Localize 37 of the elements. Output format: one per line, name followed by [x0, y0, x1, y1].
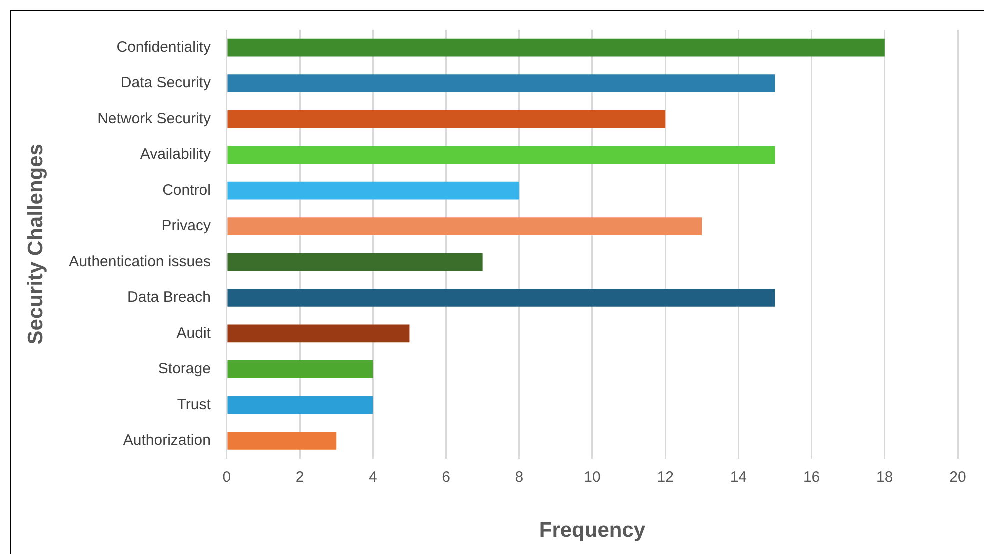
x-tick-label: 16 — [803, 468, 820, 486]
bar — [228, 253, 483, 272]
bar — [228, 110, 666, 128]
bar — [228, 182, 520, 200]
x-tick-label: 0 — [222, 468, 232, 486]
y-tick-label: Confidentiality — [116, 39, 212, 56]
bar — [228, 289, 776, 307]
y-axis-title: Security Challenges — [24, 144, 48, 345]
x-tick-label: 14 — [730, 468, 748, 486]
y-tick-label: Availability — [140, 146, 212, 164]
y-tick-label: Storage — [158, 360, 211, 378]
bar — [228, 74, 776, 93]
bar — [228, 396, 374, 414]
x-tick-label: 2 — [296, 468, 304, 486]
y-tick-label: Privacy — [162, 218, 212, 235]
bar — [228, 218, 702, 236]
y-tick-label: Network Security — [98, 110, 212, 128]
x-axis-title: Frequency — [539, 519, 646, 542]
y-tick-label: Authorization — [123, 432, 211, 450]
bar — [228, 146, 776, 164]
x-tick-label: 18 — [876, 468, 894, 486]
y-tick-label: Audit — [176, 324, 212, 342]
bar — [228, 360, 374, 378]
y-tick-label: Authentication issues — [69, 253, 211, 270]
x-tick-label: 12 — [657, 468, 674, 486]
y-tick-label: Data Breach — [128, 289, 211, 306]
bar — [228, 432, 337, 450]
x-tick-label: 4 — [368, 468, 378, 486]
x-tick-label: 8 — [515, 468, 524, 486]
y-tick-label: Data Security — [120, 74, 212, 92]
y-tick-label: Trust — [177, 396, 212, 414]
y-tick-label: Control — [162, 182, 211, 199]
x-tick-label: 10 — [584, 468, 601, 486]
bar — [228, 324, 410, 343]
x-tick-label: 20 — [950, 468, 966, 486]
x-tick-label: 6 — [442, 468, 450, 486]
bar — [228, 38, 885, 57]
